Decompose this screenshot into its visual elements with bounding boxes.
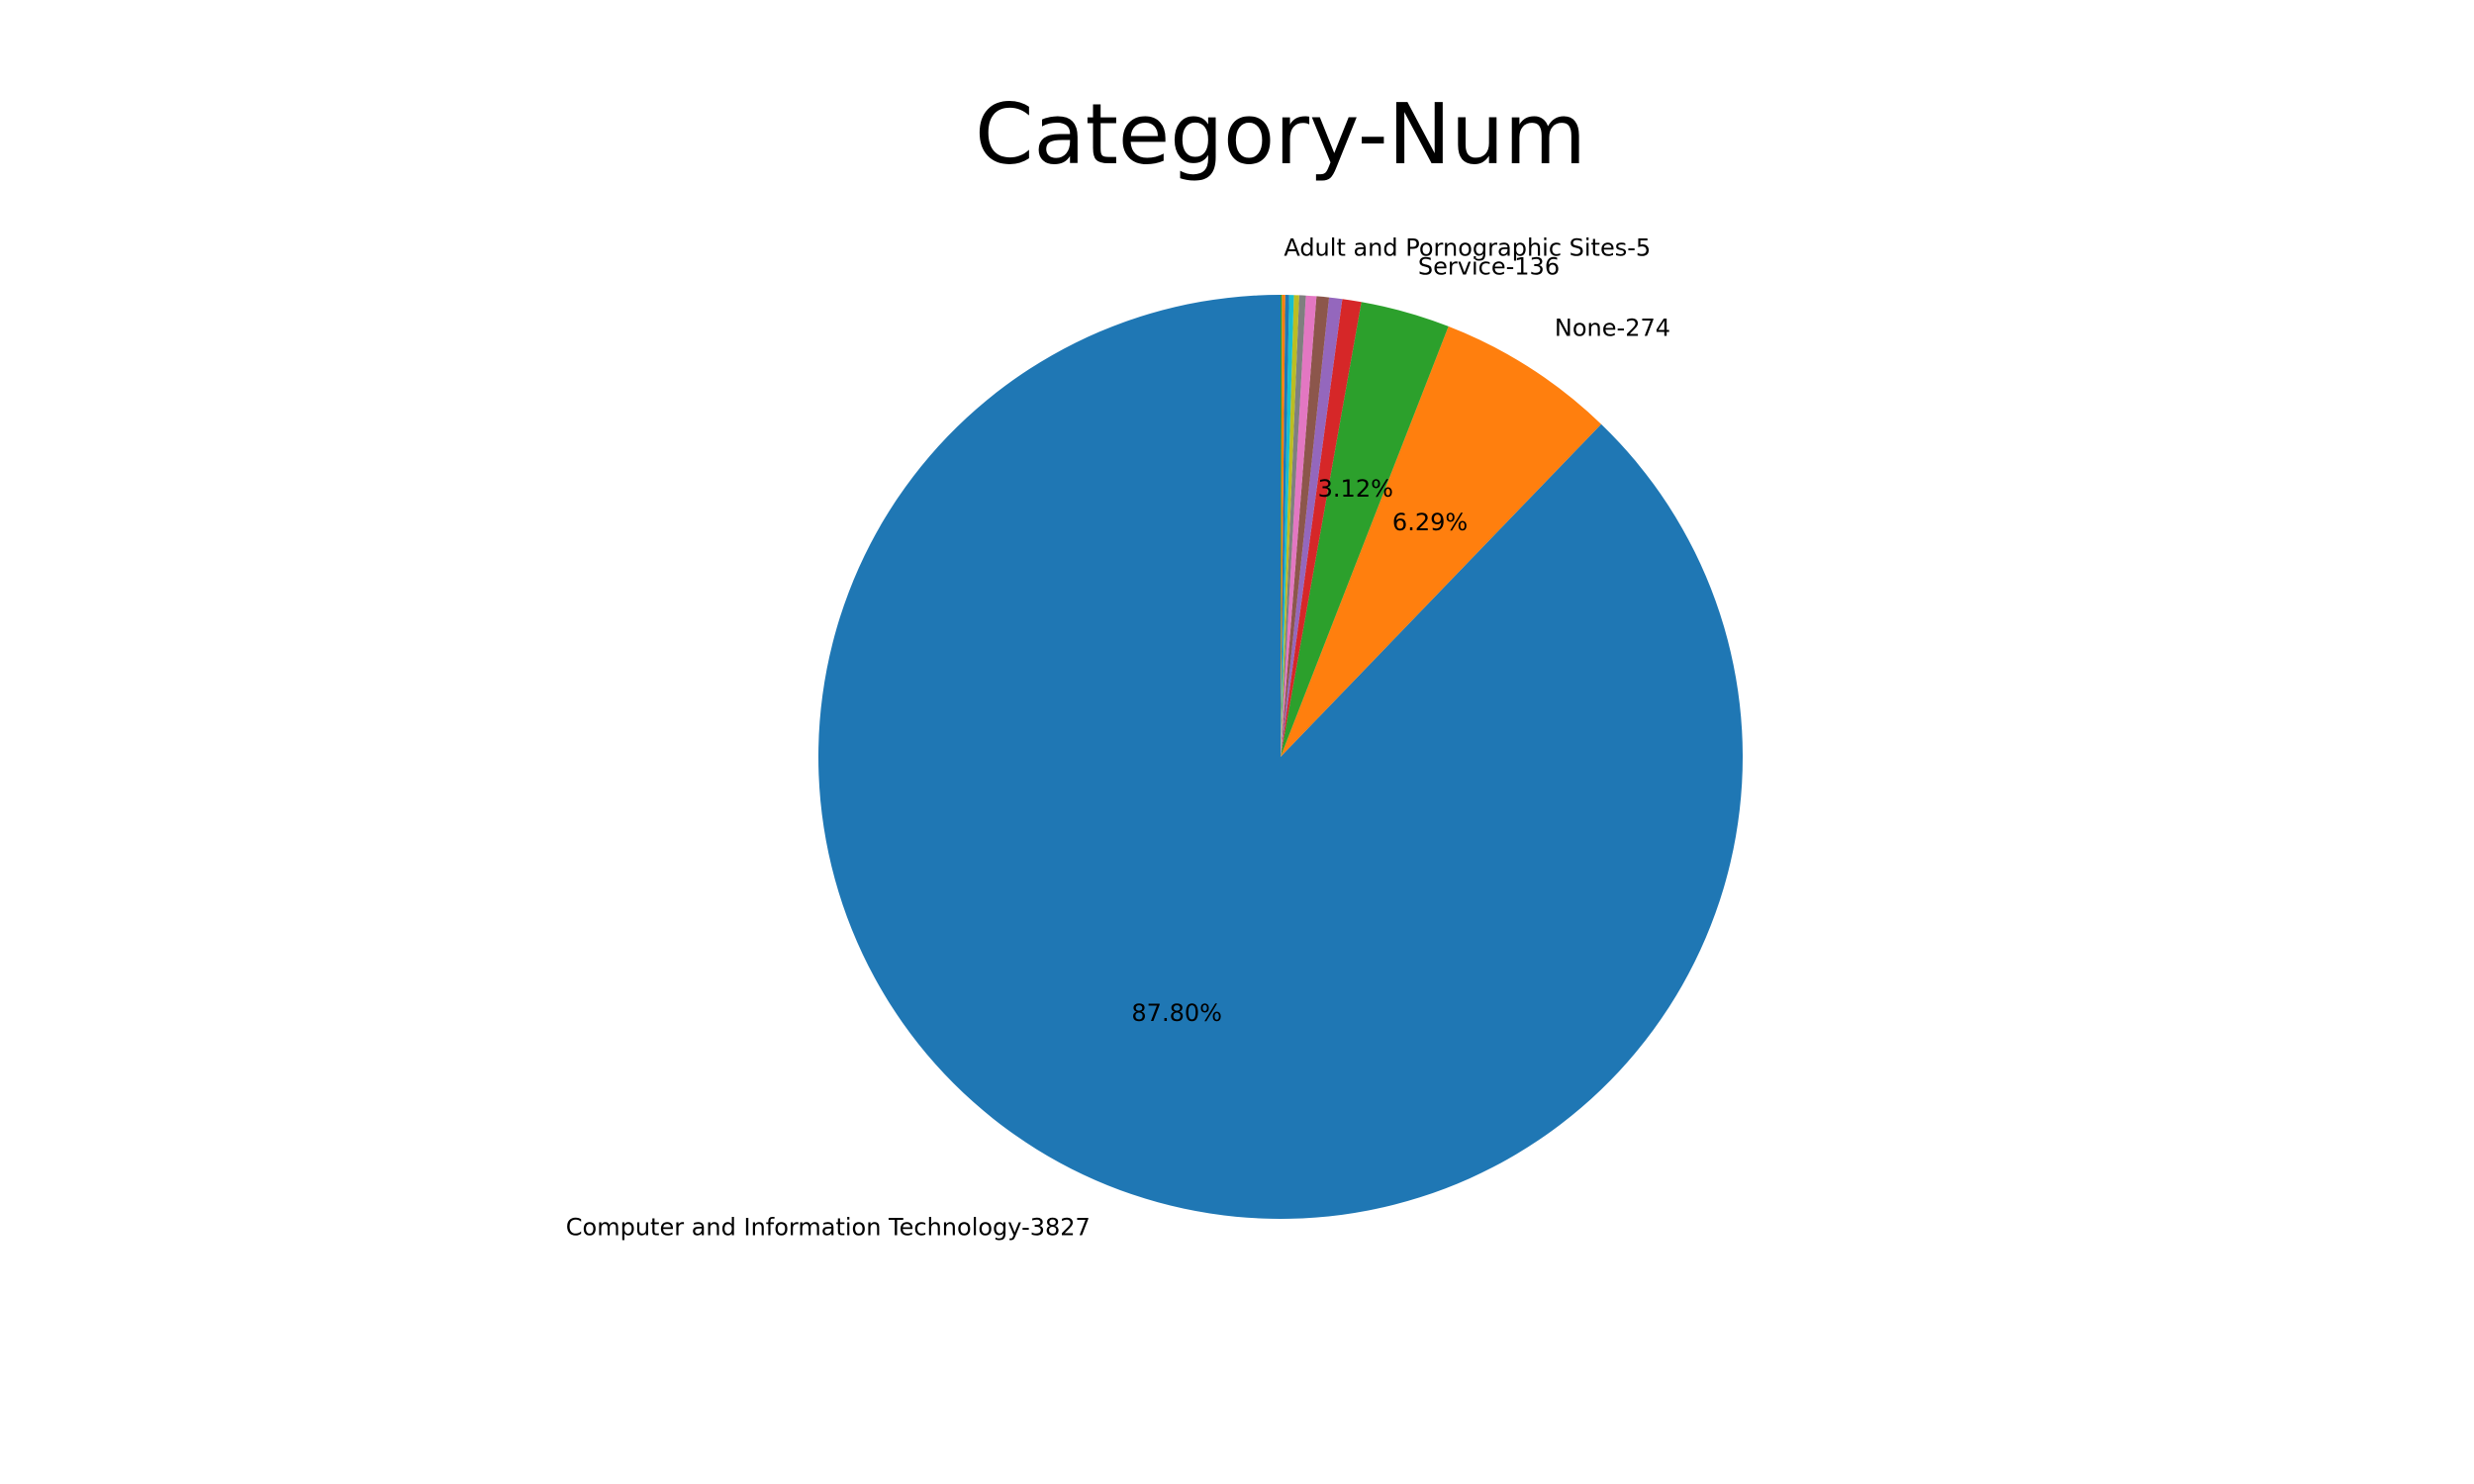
slice-label: Computer and Information Technology-3827: [566, 1213, 1091, 1241]
chart-title: Category-Num: [975, 86, 1586, 184]
slice-label: None-274: [1555, 314, 1670, 341]
slice-percentage: 3.12%: [1318, 475, 1393, 503]
pie-slices: [818, 295, 1743, 1219]
slice-label: Adult and Pornographic Sites-5: [1284, 233, 1651, 261]
slice-percentage: 6.29%: [1392, 509, 1468, 536]
slice-percentage: 87.80%: [1131, 999, 1222, 1027]
